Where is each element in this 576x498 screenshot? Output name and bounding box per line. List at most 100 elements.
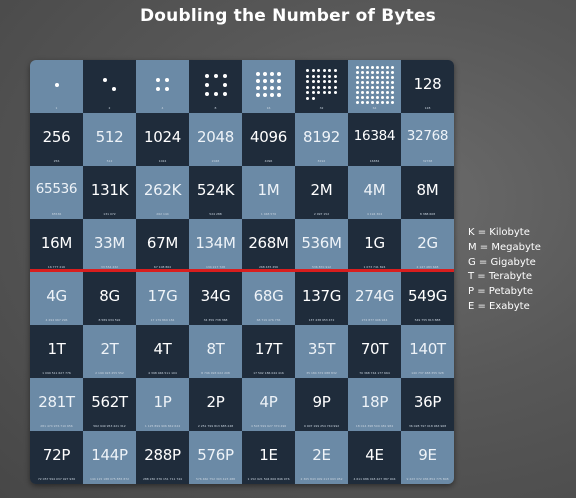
square-exact-value: 1 099 511 627 776: [42, 371, 71, 375]
board-square: 2E 2 305 843 009 213 693 952: [295, 431, 348, 484]
legend-entry: K = Kilobyte: [468, 227, 530, 238]
square-label: 1G: [364, 234, 385, 252]
byte-dots: [355, 65, 394, 104]
board-square: 262K 262 144: [136, 166, 189, 219]
dot: [328, 74, 332, 78]
board-square: 4M 4 194 304: [348, 166, 401, 219]
dot: [204, 73, 209, 78]
dot: [165, 87, 169, 91]
dot: [333, 91, 337, 95]
board-square: 1P 1 125 899 906 842 624: [136, 378, 189, 431]
dot: [322, 85, 326, 89]
dot: [317, 85, 321, 89]
dot: [355, 90, 359, 94]
dot: [112, 87, 116, 91]
dot: [256, 93, 260, 97]
square-label: 4E: [365, 446, 384, 464]
dot: [277, 79, 281, 83]
dot: [380, 75, 384, 79]
board-square: 4P 4 503 599 627 370 496: [242, 378, 295, 431]
square-label: 4G: [46, 287, 67, 305]
legend-entry: P = Petabyte: [468, 286, 533, 298]
dot: [204, 91, 209, 96]
square-label: 524K: [196, 181, 235, 199]
board-square: 2G 2 147 483 648: [401, 219, 454, 272]
square-label: 9E: [418, 446, 437, 464]
board-square: 72P 72 057 594 037 927 936: [30, 431, 83, 484]
dot: [365, 85, 369, 89]
dot: [156, 78, 160, 82]
dot: [355, 75, 359, 79]
square-label: 17G: [147, 287, 178, 305]
square-exact-value: 17 179 869 184: [150, 318, 175, 322]
square-label: 134M: [195, 234, 236, 252]
byte-dots: [252, 68, 285, 101]
dot: [277, 86, 281, 90]
square-exact-value: 65536: [51, 212, 62, 216]
dot: [306, 74, 310, 78]
dot: [311, 85, 315, 89]
dot: [222, 91, 227, 96]
dot: [365, 75, 369, 79]
dot: [213, 91, 218, 96]
board-square: 16384 16384: [348, 113, 401, 166]
square-label: 8192: [303, 128, 340, 146]
board-square: 16: [242, 60, 295, 113]
square-exact-value: 36 028 797 018 963 968: [408, 424, 447, 428]
dot: [355, 70, 359, 74]
dot: [222, 82, 227, 87]
dot: [380, 80, 384, 84]
board-square: 8G 8 589 934 592: [83, 272, 136, 325]
dot: [270, 79, 274, 83]
square-label: 9P: [312, 393, 331, 411]
square-exact-value: 2 305 843 009 213 693 952: [300, 477, 343, 481]
legend-entry: E = Exabyte: [468, 300, 530, 312]
square-exact-value: 576 460 752 303 423 488: [195, 477, 236, 481]
square-exact-value: 262 144: [156, 212, 169, 216]
dot: [385, 100, 389, 104]
board-square: 32768 32768: [401, 113, 454, 166]
board-square: 131K 131 072: [83, 166, 136, 219]
dot: [306, 85, 310, 89]
board-square: 1M 1 048 576: [242, 166, 295, 219]
dot: [360, 90, 364, 94]
square-label: 274G: [354, 287, 395, 305]
square-label: 2P: [206, 393, 225, 411]
square-exact-value: 140 737 488 355 328: [411, 371, 444, 375]
square-label: 8T: [206, 340, 225, 358]
dot: [390, 70, 394, 74]
dot: [322, 69, 326, 73]
square-exact-value: 4 611 686 018 427 387 904: [353, 477, 396, 481]
square-label: 8G: [99, 287, 120, 305]
board-square: 524K 524 288: [189, 166, 242, 219]
dot: [375, 100, 379, 104]
square-label: 2T: [100, 340, 119, 358]
square-label: 2E: [312, 446, 331, 464]
dot: [370, 95, 374, 99]
board-square: 32: [295, 60, 348, 113]
dot: [380, 85, 384, 89]
dot: [365, 80, 369, 84]
square-label: 262K: [143, 181, 182, 199]
dot: [360, 100, 364, 104]
square-label: 72P: [42, 446, 71, 464]
board-square: 2M 2 097 152: [295, 166, 348, 219]
square-exact-value: 2: [108, 106, 111, 110]
square-exact-value: 1 073 741 824: [363, 265, 386, 269]
board-square: 512 512: [83, 113, 136, 166]
dot: [355, 100, 359, 104]
square-label: 1T: [47, 340, 66, 358]
byte-dots: [305, 68, 338, 101]
dot: [380, 95, 384, 99]
dot: [390, 85, 394, 89]
square-exact-value: 32: [319, 106, 324, 110]
board-square: 288P 288 230 376 151 711 744: [136, 431, 189, 484]
dot: [380, 100, 384, 104]
board-square: 36P 36 028 797 018 963 968: [401, 378, 454, 431]
square-label: 576P: [197, 446, 234, 464]
dot: [365, 65, 369, 69]
square-label: 18P: [360, 393, 389, 411]
byte-dots: [146, 68, 179, 101]
square-label: 549G: [407, 287, 448, 305]
page-title: Doubling the Number of Bytes: [139, 6, 437, 26]
